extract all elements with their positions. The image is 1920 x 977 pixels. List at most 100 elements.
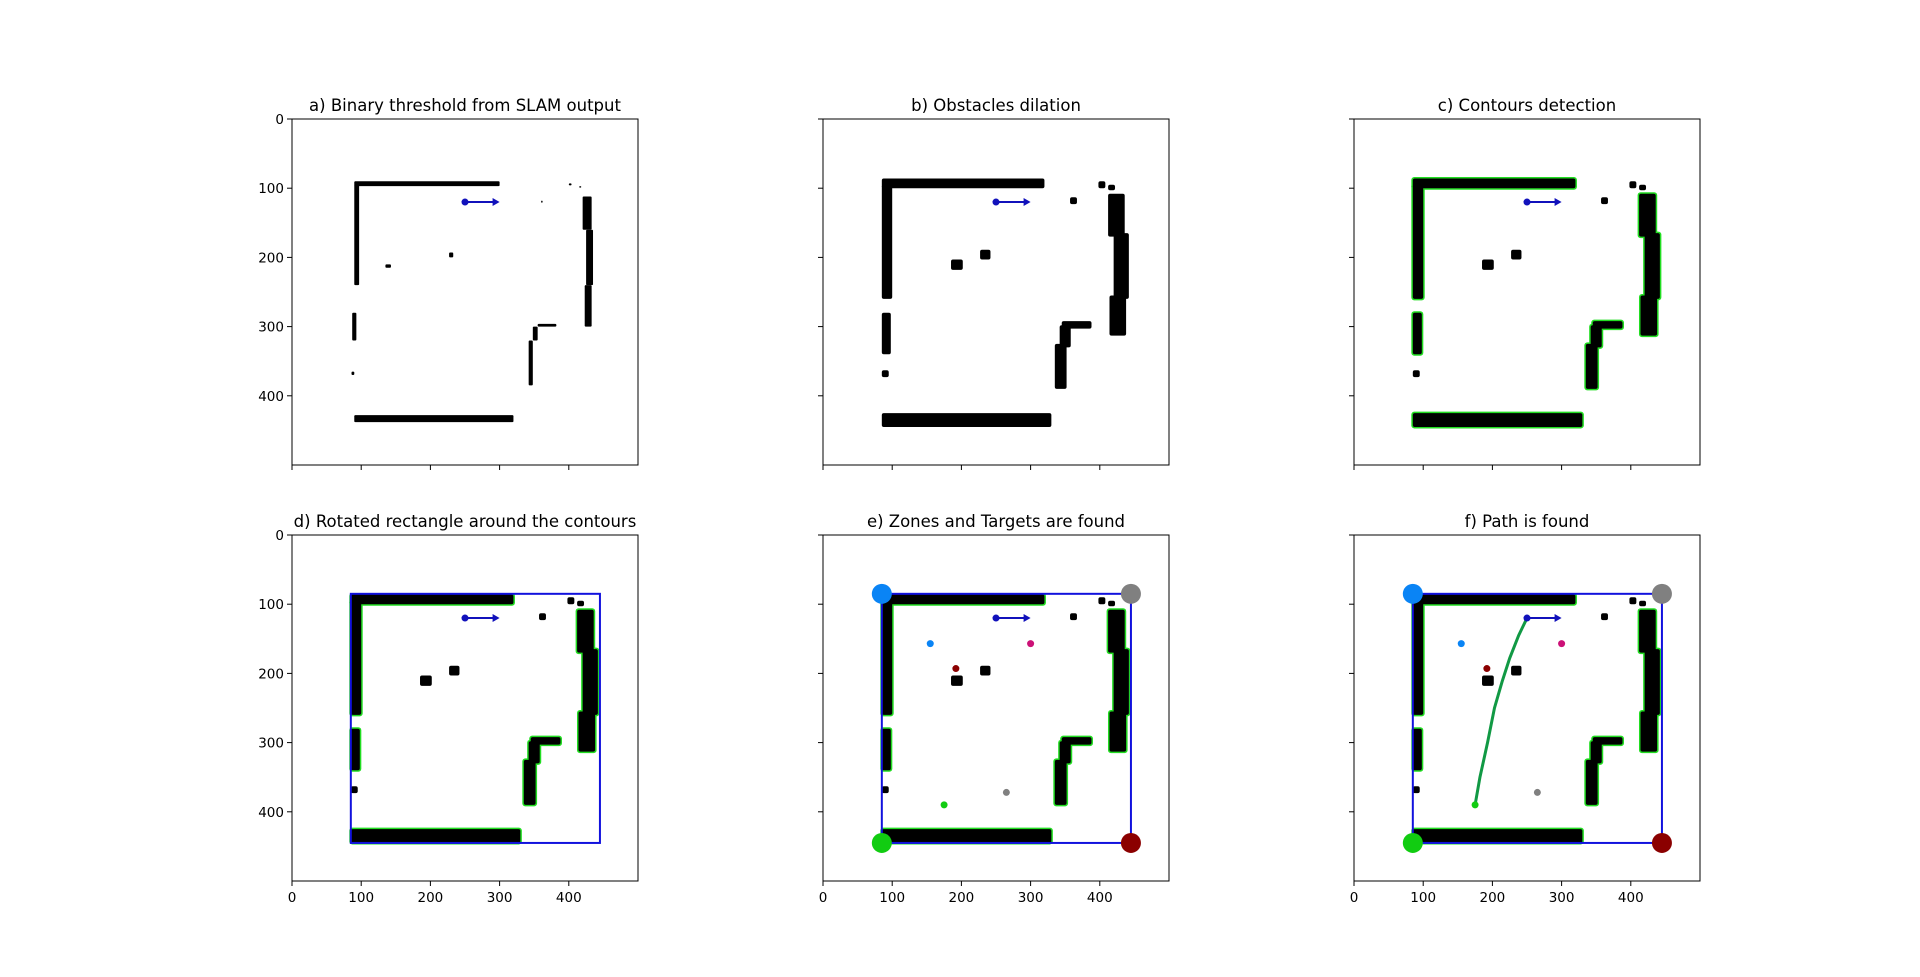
obstacle xyxy=(1482,259,1494,270)
zone-top-right xyxy=(1120,583,1141,604)
obstacle xyxy=(1054,759,1067,805)
zone-top-right xyxy=(1651,583,1672,604)
obstacle xyxy=(537,323,557,327)
target-gray-target xyxy=(1002,788,1010,796)
obstacle xyxy=(1070,613,1077,621)
target-magenta-target xyxy=(1027,640,1035,648)
obstacle xyxy=(881,370,889,378)
obstacle xyxy=(1585,343,1598,389)
obstacle xyxy=(354,184,360,286)
obstacle xyxy=(1482,675,1494,686)
zone-top-left xyxy=(871,583,892,604)
obstacle xyxy=(528,741,540,764)
obstacle xyxy=(1113,649,1129,715)
x-tick-label: 100 xyxy=(348,890,374,906)
obstacle xyxy=(1412,370,1420,378)
panels-group: a) Binary threshold from SLAM output 0 100… xyxy=(258,96,1701,906)
x-tick-label: 200 xyxy=(1480,890,1506,906)
x-tick-label: 400 xyxy=(1618,890,1644,906)
panel-title-d: d) Rotated rectangle around the contours xyxy=(294,512,637,531)
obstacle xyxy=(1412,413,1583,427)
obstacle xyxy=(1639,609,1656,653)
panel-title-b: b) Obstacles dilation xyxy=(911,96,1081,115)
obstacle xyxy=(1639,184,1647,191)
obstacle xyxy=(1601,613,1608,621)
target-red-target xyxy=(1483,665,1491,673)
obstacle xyxy=(584,285,592,327)
x-tick-label: 300 xyxy=(1549,890,1575,906)
robot-position xyxy=(1523,614,1531,622)
obstacle xyxy=(881,413,1052,427)
obstacle xyxy=(1108,193,1125,237)
target-green-target xyxy=(1471,801,1479,809)
obstacle xyxy=(420,675,432,686)
x-tick-label: 400 xyxy=(1087,890,1113,906)
robot-position xyxy=(992,198,1000,206)
obstacle xyxy=(1640,295,1658,336)
obstacle xyxy=(586,229,594,286)
obstacle xyxy=(1412,728,1422,771)
obstacle xyxy=(881,728,891,771)
obstacle xyxy=(881,829,1052,843)
obstacle xyxy=(1113,233,1129,299)
obstacle xyxy=(1108,600,1116,607)
obstacle xyxy=(1590,741,1602,764)
robot-heading-arrowhead xyxy=(1023,198,1031,207)
obstacle xyxy=(1601,197,1608,205)
panel-d: d) Rotated rectangle around the contours… xyxy=(258,512,639,906)
obstacle xyxy=(1059,325,1071,348)
y-tick-label: 200 xyxy=(258,250,284,266)
robot-position xyxy=(461,198,469,206)
obstacle xyxy=(350,600,362,715)
axes-frame xyxy=(822,534,1170,882)
x-tick-label: 300 xyxy=(487,890,513,906)
target-blue-target xyxy=(926,640,934,648)
axes-frame xyxy=(1353,534,1701,882)
robot-heading-arrowhead xyxy=(492,198,500,207)
y-tick-label: 200 xyxy=(258,666,284,682)
target-green-target xyxy=(940,801,948,809)
obstacle xyxy=(1629,597,1637,605)
bounding-rectangle xyxy=(880,592,1132,844)
robot-heading-arrowhead xyxy=(1023,614,1031,623)
obstacle xyxy=(881,786,889,794)
obstacle xyxy=(352,312,357,341)
obstacle xyxy=(951,259,963,270)
obstacle xyxy=(1511,249,1522,260)
obstacle xyxy=(1639,193,1656,237)
obstacle xyxy=(1412,786,1420,794)
obstacle xyxy=(881,184,893,299)
y-tick-label: 400 xyxy=(258,805,284,821)
panel-title-a: a) Binary threshold from SLAM output xyxy=(309,96,621,115)
robot-heading-arrowhead xyxy=(492,614,500,623)
obstacle xyxy=(881,312,891,355)
obstacle xyxy=(350,728,360,771)
panel-title-e: e) Zones and Targets are found xyxy=(867,512,1125,531)
robot-position xyxy=(992,614,1000,622)
obstacle xyxy=(1585,759,1598,805)
obstacle xyxy=(577,600,585,607)
obstacle xyxy=(539,613,546,621)
obstacle xyxy=(1412,594,1576,605)
zone-bottom-right xyxy=(1120,832,1141,853)
obstacle xyxy=(532,326,538,341)
obstacle xyxy=(1054,343,1067,389)
obstacle xyxy=(1629,181,1637,189)
y-tick-label: 300 xyxy=(258,320,284,336)
x-tick-label: 100 xyxy=(879,890,905,906)
x-tick-label: 0 xyxy=(1350,890,1359,906)
axes-frame xyxy=(291,534,639,882)
target-gray-target xyxy=(1533,788,1541,796)
obstacle xyxy=(541,200,543,203)
y-tick-label: 0 xyxy=(275,112,284,128)
obstacle xyxy=(1412,600,1424,715)
obstacle xyxy=(881,594,1045,605)
obstacle xyxy=(1109,295,1127,336)
obstacle xyxy=(351,371,355,376)
x-tick-label: 200 xyxy=(418,890,444,906)
target-magenta-target xyxy=(1558,640,1566,648)
obstacle xyxy=(1412,312,1422,355)
robot-heading-arrowhead xyxy=(1554,198,1562,207)
robot-heading-arrowhead xyxy=(1554,614,1562,623)
